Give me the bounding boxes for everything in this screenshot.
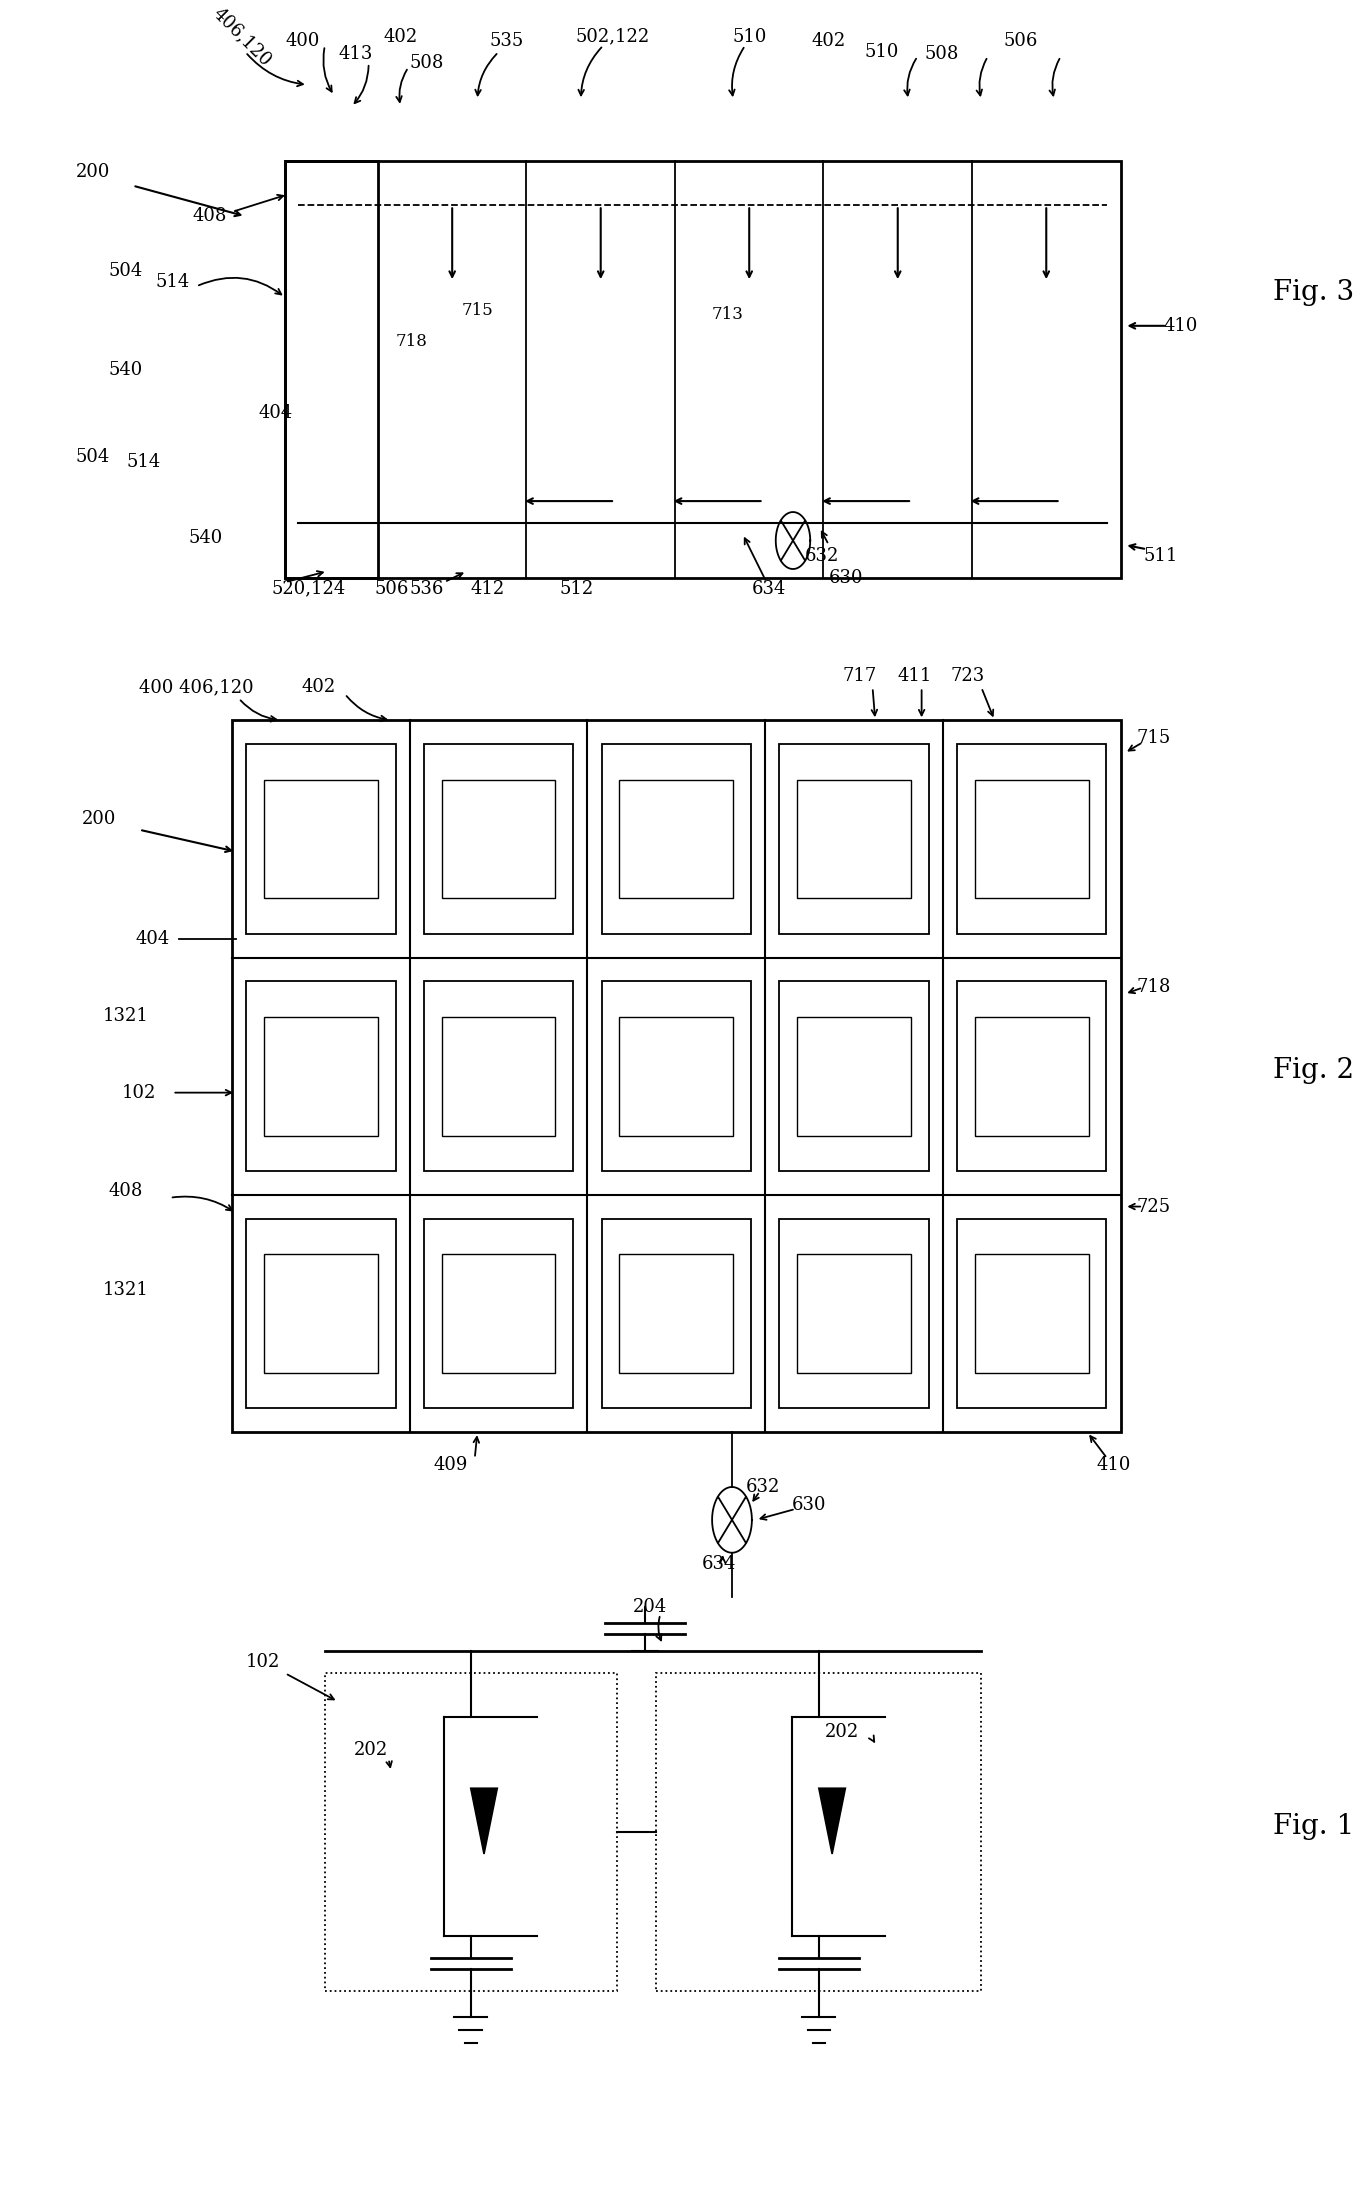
Text: 510: 510: [864, 42, 900, 62]
Bar: [285, 161, 378, 577]
Bar: [797, 1255, 910, 1372]
Text: 202: 202: [354, 1741, 389, 1759]
Text: 510: 510: [732, 27, 766, 46]
Text: 713: 713: [711, 307, 743, 323]
Text: 715: 715: [461, 303, 493, 318]
Text: 634: 634: [702, 1554, 736, 1574]
Text: Fig. 2: Fig. 2: [1274, 1056, 1354, 1085]
Text: 634: 634: [752, 579, 786, 597]
Text: 512: 512: [560, 579, 594, 597]
Text: 723: 723: [951, 667, 986, 685]
Bar: [246, 981, 396, 1171]
Text: 506: 506: [374, 579, 408, 597]
Bar: [442, 780, 556, 897]
Bar: [232, 720, 1121, 1432]
Text: 502,122: 502,122: [576, 27, 650, 46]
Text: 540: 540: [109, 360, 143, 378]
Text: 514: 514: [126, 453, 160, 471]
Text: 202: 202: [824, 1724, 859, 1741]
Text: 410: 410: [1096, 1456, 1132, 1474]
Text: 102: 102: [246, 1653, 280, 1671]
Text: 406,120: 406,120: [209, 4, 274, 69]
Text: 715: 715: [1137, 729, 1171, 747]
Bar: [325, 1673, 617, 1991]
Text: 410: 410: [1163, 316, 1197, 336]
Bar: [797, 780, 910, 897]
Text: Fig. 3: Fig. 3: [1274, 278, 1354, 307]
Text: 504: 504: [75, 449, 111, 466]
Text: 504: 504: [109, 263, 143, 281]
Text: 514: 514: [156, 274, 190, 292]
Text: 404: 404: [135, 930, 169, 948]
Bar: [779, 981, 928, 1171]
Bar: [957, 1218, 1106, 1408]
Bar: [246, 1218, 396, 1408]
Text: 725: 725: [1137, 1198, 1171, 1216]
Bar: [779, 1218, 928, 1408]
Text: 408: 408: [192, 208, 227, 225]
Text: 718: 718: [1137, 979, 1171, 997]
Polygon shape: [471, 1788, 497, 1854]
Text: 1321: 1321: [102, 1282, 149, 1299]
Bar: [442, 1255, 556, 1372]
Text: 402: 402: [384, 27, 418, 46]
Bar: [620, 1255, 733, 1372]
Text: 508: 508: [410, 53, 444, 73]
Bar: [425, 1218, 573, 1408]
Text: 630: 630: [829, 568, 863, 588]
Bar: [797, 1017, 910, 1136]
Bar: [285, 161, 1121, 577]
Text: 511: 511: [1143, 546, 1178, 566]
Text: 413: 413: [339, 44, 373, 64]
Text: 520,124: 520,124: [272, 579, 347, 597]
Text: 718: 718: [394, 334, 427, 349]
Text: 1321: 1321: [102, 1008, 149, 1025]
Bar: [620, 1017, 733, 1136]
Text: 536: 536: [410, 579, 444, 597]
Text: 632: 632: [745, 1478, 779, 1496]
Text: 540: 540: [188, 530, 222, 548]
Polygon shape: [819, 1788, 845, 1854]
Bar: [957, 745, 1106, 935]
Bar: [957, 981, 1106, 1171]
Text: Fig. 1: Fig. 1: [1274, 1812, 1354, 1841]
Text: 630: 630: [792, 1496, 826, 1514]
Bar: [442, 1017, 556, 1136]
Text: 506: 506: [1003, 31, 1039, 51]
Text: 102: 102: [121, 1083, 157, 1101]
Text: 400: 400: [285, 31, 319, 51]
Text: 408: 408: [109, 1182, 143, 1200]
Text: 535: 535: [490, 31, 524, 51]
Text: 404: 404: [259, 404, 293, 422]
Bar: [263, 1017, 378, 1136]
Bar: [425, 745, 573, 935]
Text: 412: 412: [471, 579, 505, 597]
Text: 200: 200: [82, 809, 116, 829]
Bar: [779, 745, 928, 935]
Bar: [263, 1255, 378, 1372]
Bar: [975, 780, 1088, 897]
Text: 200: 200: [75, 164, 111, 181]
Bar: [975, 1255, 1088, 1372]
Text: 400 406,120: 400 406,120: [139, 678, 254, 696]
Text: 402: 402: [812, 31, 846, 51]
Bar: [602, 981, 751, 1171]
Text: 409: 409: [434, 1456, 468, 1474]
Text: 411: 411: [898, 667, 932, 685]
Bar: [620, 780, 733, 897]
Text: 508: 508: [924, 44, 958, 64]
Bar: [263, 780, 378, 897]
Bar: [425, 981, 573, 1171]
Bar: [246, 745, 396, 935]
Text: 632: 632: [805, 546, 839, 566]
Bar: [602, 745, 751, 935]
Text: 717: 717: [842, 667, 876, 685]
Bar: [975, 1017, 1088, 1136]
Bar: [602, 1218, 751, 1408]
Text: 402: 402: [302, 678, 336, 696]
Text: 204: 204: [632, 1598, 667, 1616]
Bar: [657, 1673, 981, 1991]
